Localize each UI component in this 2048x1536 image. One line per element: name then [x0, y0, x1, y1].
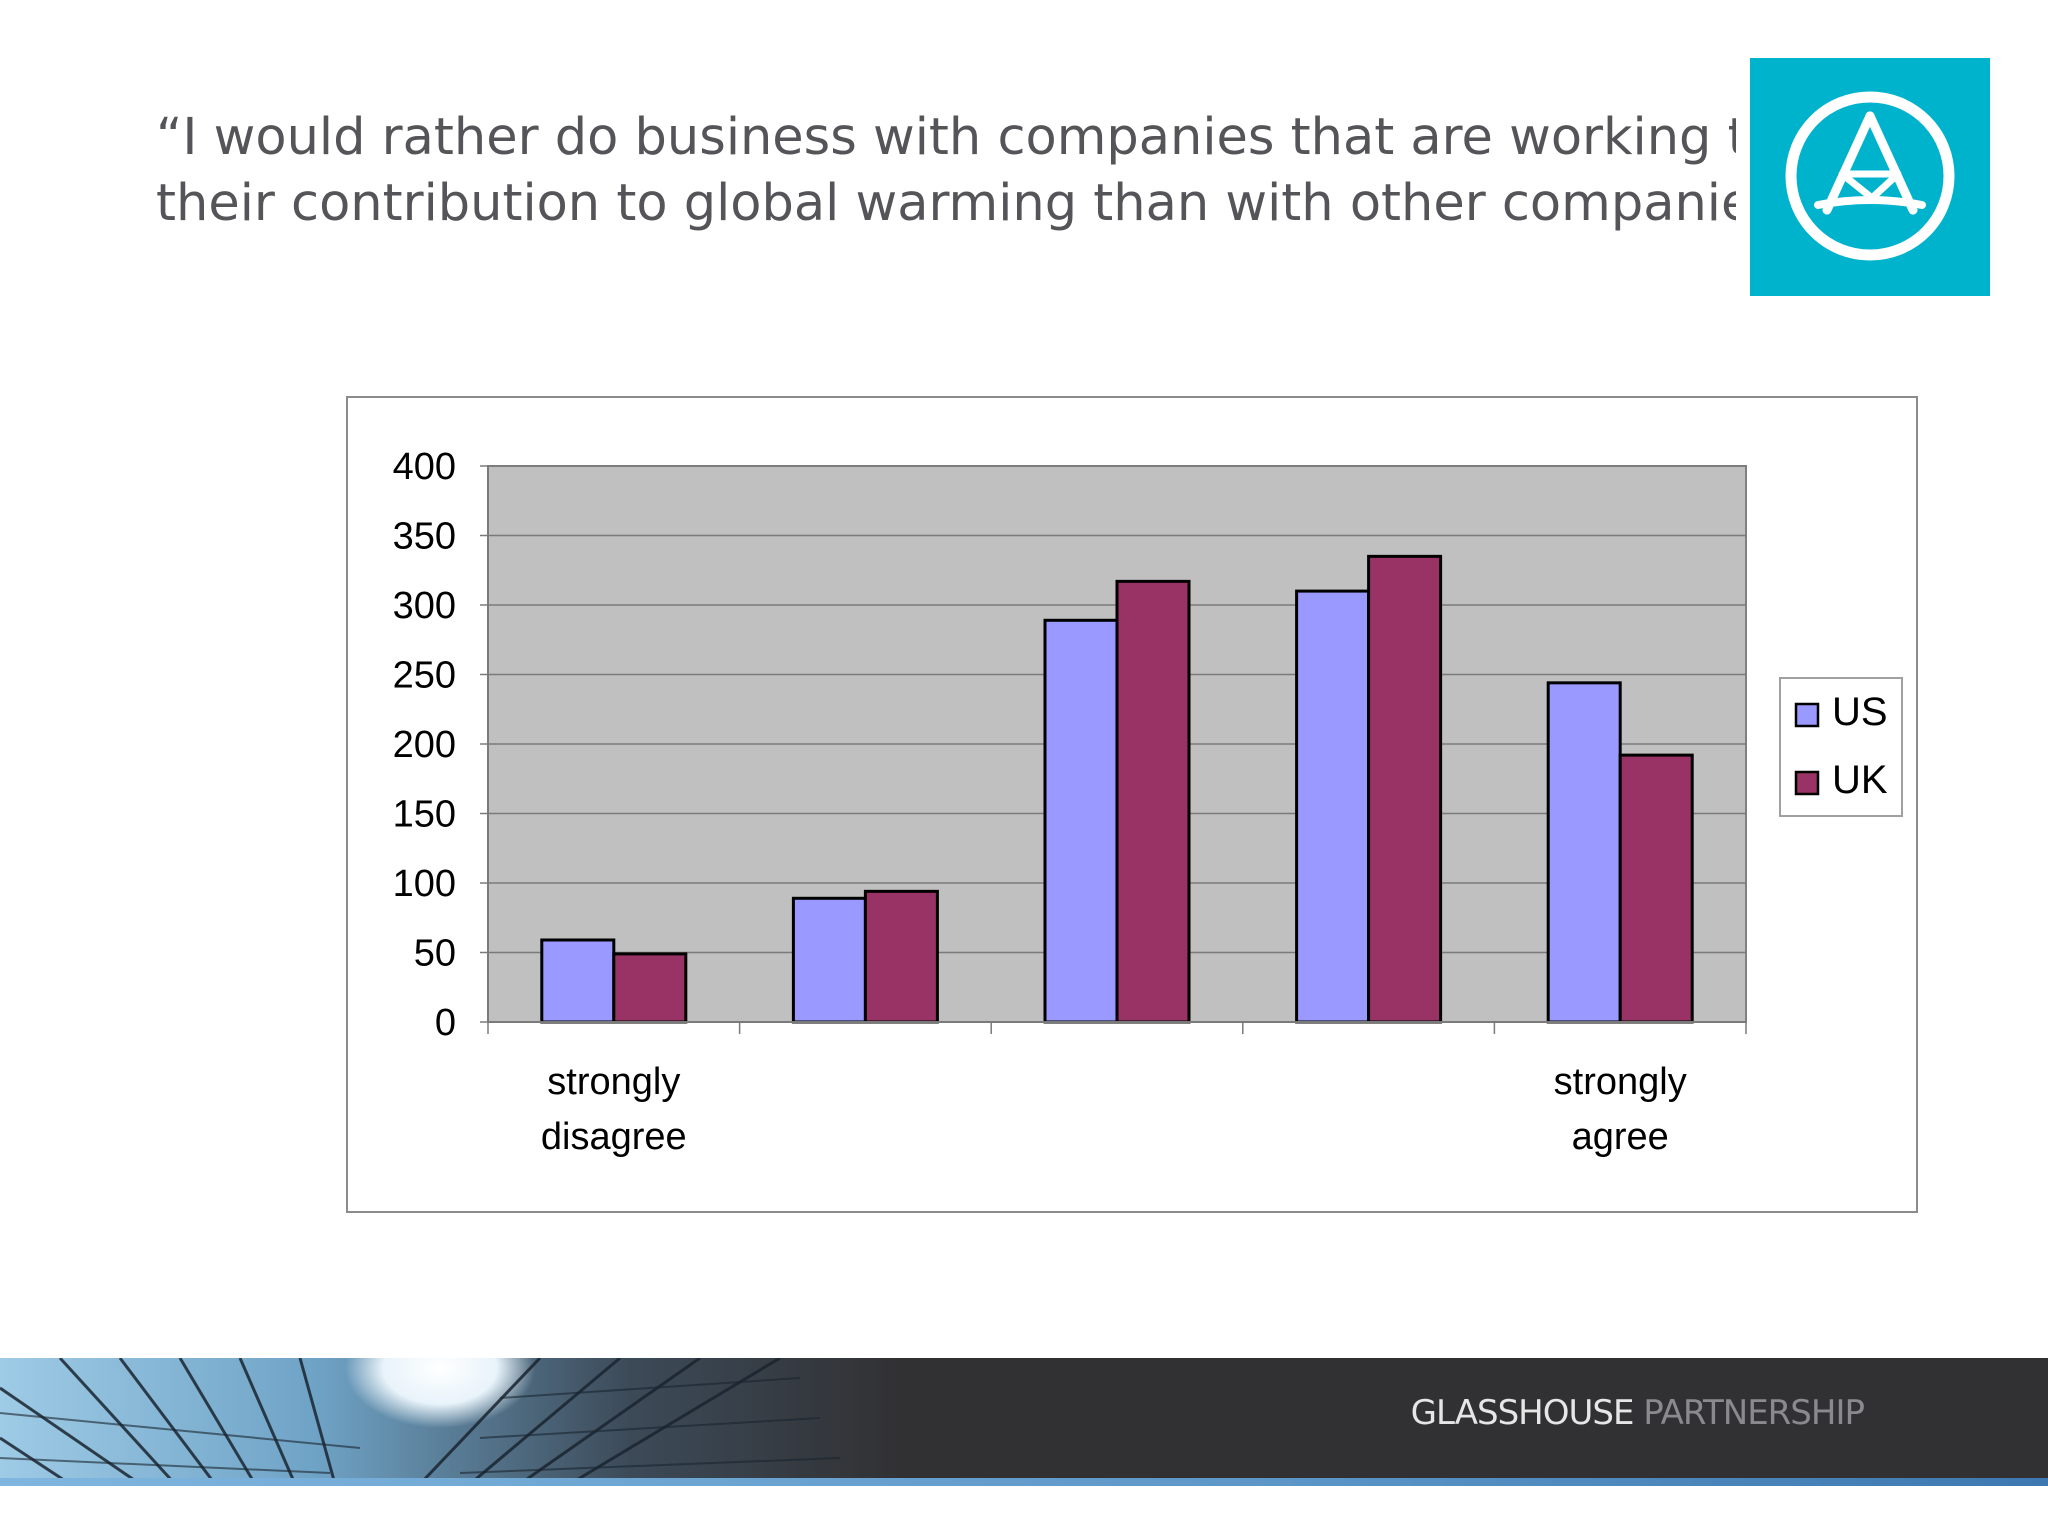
bar-us-5 [1546, 681, 1622, 1024]
bar-uk-5 [1618, 753, 1694, 1024]
x-category-label: agree [1572, 1116, 1669, 1158]
y-tick-label: 0 [435, 1002, 456, 1044]
triangle-in-circle-logo-icon [1785, 91, 1955, 261]
bar-us-4 [1295, 589, 1371, 1024]
brand-name-part-1: GLASSHOUSE [1410, 1393, 1635, 1433]
bar-chart: 0 50 100 150 200 250 300 350 400 strongly disagre… [393, 446, 1903, 1158]
glass-building-graphic [0, 1358, 900, 1484]
slide-title-line-1: “I would rather do business with compani… [156, 108, 1736, 167]
legend-swatch-uk [1794, 770, 1820, 796]
brand-name-part-2: PARTNERSHIP [1633, 1393, 1865, 1433]
bar-us-3 [1043, 618, 1119, 1024]
x-category-label: disagree [541, 1116, 687, 1158]
y-tick-label: 50 [414, 933, 456, 975]
slide-title-line-2: their contribution to global warming tha… [156, 174, 1736, 233]
company-logo [1750, 58, 1990, 296]
slide-title: “I would rather do business with compani… [156, 105, 1736, 237]
x-category-label: strongly [1554, 1061, 1687, 1103]
brand-wordmark: GLASSHOUSE PARTNERSHIP [1410, 1393, 1865, 1433]
bar-uk-2 [863, 889, 939, 1024]
y-tick-label: 150 [393, 794, 456, 836]
bar-us-1 [540, 938, 616, 1024]
y-tick-label: 400 [393, 446, 456, 488]
legend-label-uk: UK [1832, 758, 1888, 802]
footer-bar: GLASSHOUSE PARTNERSHIP [0, 1358, 2048, 1484]
legend-label-us: US [1832, 690, 1888, 734]
x-category-label: strongly [547, 1061, 680, 1103]
y-tick-label: 250 [393, 655, 456, 697]
y-tick-label: 350 [393, 516, 456, 558]
footer-accent-strip [0, 1478, 2048, 1486]
bar-uk-3 [1115, 579, 1191, 1024]
bar-us-2 [791, 896, 867, 1024]
chart-frame: 0 50 100 150 200 250 300 350 400 strongly disagre… [346, 396, 1918, 1213]
y-tick-label: 300 [393, 585, 456, 627]
bar-uk-1 [612, 952, 688, 1024]
y-tick-label: 200 [393, 724, 456, 766]
legend-swatch-us [1794, 702, 1820, 728]
bar-uk-4 [1367, 554, 1443, 1024]
y-tick-label: 100 [393, 863, 456, 905]
